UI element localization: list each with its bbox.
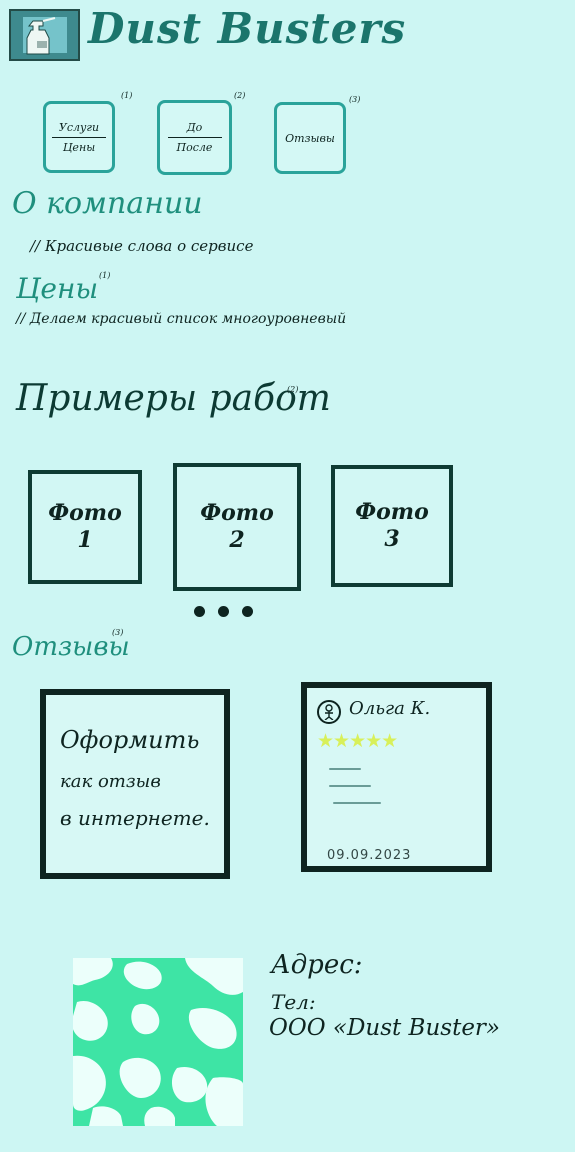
dot-icon (242, 606, 253, 617)
photo-number: 3 (384, 526, 400, 552)
photo-3[interactable]: Фото 3 (331, 465, 453, 587)
photo-1[interactable]: Фото 1 (28, 470, 142, 584)
review-date: 09.09.2023 (327, 848, 412, 863)
works-ref: (2) (287, 385, 299, 394)
prices-note: // Делаем красивый список многоуровневый (16, 311, 347, 327)
reviews-ref: (3) (112, 628, 124, 637)
nav-button-before-after[interactable]: До После (157, 100, 232, 175)
photo-number: 1 (77, 527, 93, 553)
works-heading: Примеры работ (16, 378, 331, 419)
about-note: // Красивые слова о сервисе (30, 237, 254, 255)
nav-label-before: До (186, 121, 203, 134)
about-heading: О компании (12, 186, 203, 221)
nav-ref-3: (3) (349, 95, 361, 104)
nav-divider (167, 137, 222, 138)
review-text-line (333, 802, 381, 804)
nav-button-reviews[interactable]: Отзывы (274, 102, 346, 174)
nav-ref-2: (2) (234, 91, 246, 100)
phone-label: Тел: (271, 990, 316, 1014)
review-note-line: в интернете. (60, 805, 210, 830)
nav-label-reviews: Отзывы (285, 131, 335, 145)
reviewer-name: Ольга К. (349, 698, 431, 719)
gallery-more-dots[interactable] (194, 606, 253, 617)
site-title: Dust Busters (88, 4, 407, 53)
photo-label: Фото (355, 498, 429, 525)
company-name: ООО «Dust Buster» (269, 1015, 500, 1041)
photo-2[interactable]: Фото 2 (173, 463, 301, 591)
review-text-line (329, 768, 361, 770)
dot-icon (194, 606, 205, 617)
logo-spray-bottle-icon[interactable] (9, 9, 80, 61)
nav-label-services: Услуги (58, 120, 100, 134)
reviews-heading: Отзывы (12, 632, 130, 662)
prices-ref: (1) (99, 271, 111, 280)
nav-button-services-prices[interactable]: Услуги Цены (43, 101, 115, 173)
dot-icon (218, 606, 229, 617)
review-card[interactable]: Ольга К. ★★★★★ 09.09.2023 (301, 682, 492, 872)
nav-ref-1: (1) (121, 91, 133, 100)
person-icon (317, 700, 341, 724)
map-placeholder-icon[interactable] (73, 958, 243, 1126)
review-note-line: как отзыв (60, 770, 161, 792)
review-text-line (329, 785, 371, 787)
photo-number: 2 (229, 527, 245, 553)
photo-label: Фото (200, 499, 274, 526)
nav-label-after: После (176, 141, 213, 154)
address-label: Адрес: (271, 950, 363, 980)
review-note-line: Оформить (60, 726, 200, 754)
photo-label: Фото (48, 499, 122, 526)
review-placeholder-box: Оформить как отзыв в интернете. (40, 689, 230, 879)
rating-stars: ★★★★★ (317, 730, 398, 752)
prices-heading: Цены (16, 272, 99, 305)
nav-label-prices: Цены (62, 140, 96, 154)
nav-divider (52, 136, 106, 138)
